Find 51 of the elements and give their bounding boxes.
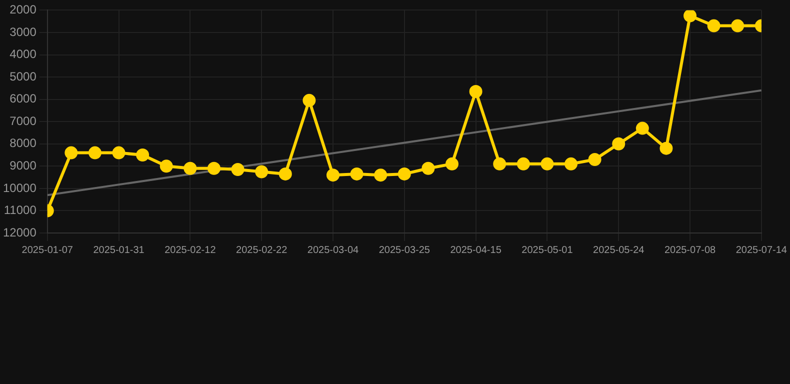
x-tick-label: 2025-07-08 [664, 244, 716, 256]
point [184, 162, 197, 175]
x-tick-label: 2025-03-25 [378, 244, 430, 256]
y-tick-label: 12000 [2, 225, 37, 240]
y-tick-label: 11000 [4, 203, 37, 218]
y-tick-label: 6000 [10, 92, 37, 106]
point [684, 10, 697, 22]
x-tick-label: 2025-01-31 [93, 244, 145, 256]
y-tick-label: 4000 [10, 47, 37, 62]
point [707, 19, 720, 32]
point [374, 168, 388, 182]
point [136, 148, 150, 162]
x-tick-label: 2025-02-12 [164, 244, 216, 256]
point [88, 146, 102, 160]
y-tick-label: 3000 [10, 24, 37, 39]
point [636, 122, 649, 135]
point [540, 157, 554, 170]
point [660, 142, 673, 155]
point [255, 165, 268, 178]
point [278, 167, 292, 180]
point [612, 137, 626, 150]
point [350, 167, 364, 180]
y-tick-label: 5000 [10, 69, 37, 84]
point [564, 157, 578, 170]
y-tick-label: 10000 [2, 180, 37, 195]
y-tick-label: 7000 [10, 114, 37, 128]
x-tick-label: 2025-03-04 [307, 244, 360, 256]
point [160, 160, 173, 173]
point [302, 94, 316, 107]
y-tick-label: 8000 [10, 136, 37, 150]
point [588, 152, 602, 166]
x-tick-label: 2025-05-24 [593, 244, 645, 256]
point [493, 157, 506, 170]
point [422, 162, 435, 175]
point [731, 19, 744, 32]
point [516, 157, 530, 170]
point [446, 157, 458, 170]
point [326, 168, 340, 182]
y-tick-label: 9000 [10, 158, 37, 172]
x-tick-label: 2025-05-01 [522, 244, 574, 256]
point [207, 162, 220, 175]
point [469, 85, 482, 98]
x-tick-label: 2025-01-07 [22, 244, 74, 256]
point [64, 146, 78, 160]
y-tick-label: 2000 [10, 2, 37, 17]
point [112, 146, 126, 160]
point [398, 167, 411, 180]
x-tick-label: 2025-04-15 [450, 244, 502, 256]
x-tick-label: 2025-02-22 [236, 244, 288, 256]
x-tick-label: 2025-07-14 [736, 244, 788, 256]
point [231, 163, 244, 176]
